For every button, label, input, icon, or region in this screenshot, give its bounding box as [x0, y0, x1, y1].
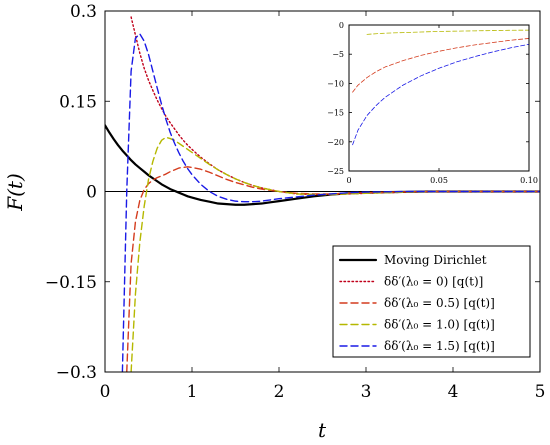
frame [104, 10, 541, 373]
legend-label: Moving Dirichlet [384, 253, 487, 267]
x-tick-label: 1 [187, 382, 198, 402]
series-group [105, 16, 540, 372]
inset-x-tick-label: 0.10 [520, 176, 538, 185]
inset-y-tick-label: −25 [327, 167, 344, 176]
legend: Moving Dirichlet δδ′(λ₀ = 0) [q(t)] δδ′(λ₀… [332, 245, 531, 358]
y-tick-label: −0.15 [45, 273, 97, 293]
y-axis-label: F(t) [3, 173, 27, 212]
inset-background [349, 25, 529, 171]
inset-y-tick-label: −5 [332, 50, 344, 59]
inset-series-line-1 [352, 38, 529, 93]
inset-y-tick-label: −10 [327, 79, 344, 88]
inset-y-tick-label: −15 [327, 109, 344, 118]
ticks: 0 1 2 3 4 5 −0.3 −0.15 0 0.15 0.3 [45, 2, 546, 402]
x-axis-label: t [318, 418, 327, 441]
x-tick-label: 3 [361, 382, 372, 402]
inset-x-tick-label: 0 [346, 176, 351, 185]
x-tick-label: 0 [100, 382, 111, 402]
inset-series-line-0 [366, 29, 529, 35]
legend-box [332, 245, 531, 358]
x-tick-label: 5 [535, 382, 546, 402]
inset-x-tick-label: 0.05 [430, 176, 448, 185]
series-line-3 [130, 136, 540, 372]
x-tick-label: 2 [274, 382, 285, 402]
y-tick-label: −0.3 [56, 363, 97, 383]
legend-label: δδ′(λ₀ = 0) [q(t)] [384, 275, 483, 289]
legend-label: δδ′(λ₀ = 0.5) [q(t)] [384, 296, 495, 310]
legend-label: δδ′(λ₀ = 1.0) [q(t)] [384, 318, 495, 332]
y-tick-label: 0.15 [59, 92, 97, 112]
y-tick-label: 0 [86, 183, 97, 203]
inset-y-tick-label: 0 [339, 21, 344, 30]
inset-series-line-2 [352, 43, 529, 146]
inset-y-tick-label: −20 [327, 138, 344, 147]
series-line-4 [121, 33, 540, 372]
legend-label: δδ′(λ₀ = 1.5) [q(t)] [384, 339, 495, 353]
inset-frame [348, 24, 530, 172]
x-tick-label: 4 [448, 382, 459, 402]
inset-series-group [352, 29, 529, 146]
inset-plot: 0 0.05 0.10 −25 −20 −15 −10 −5 0 [327, 21, 538, 185]
y-tick-label: 0.3 [70, 2, 97, 22]
